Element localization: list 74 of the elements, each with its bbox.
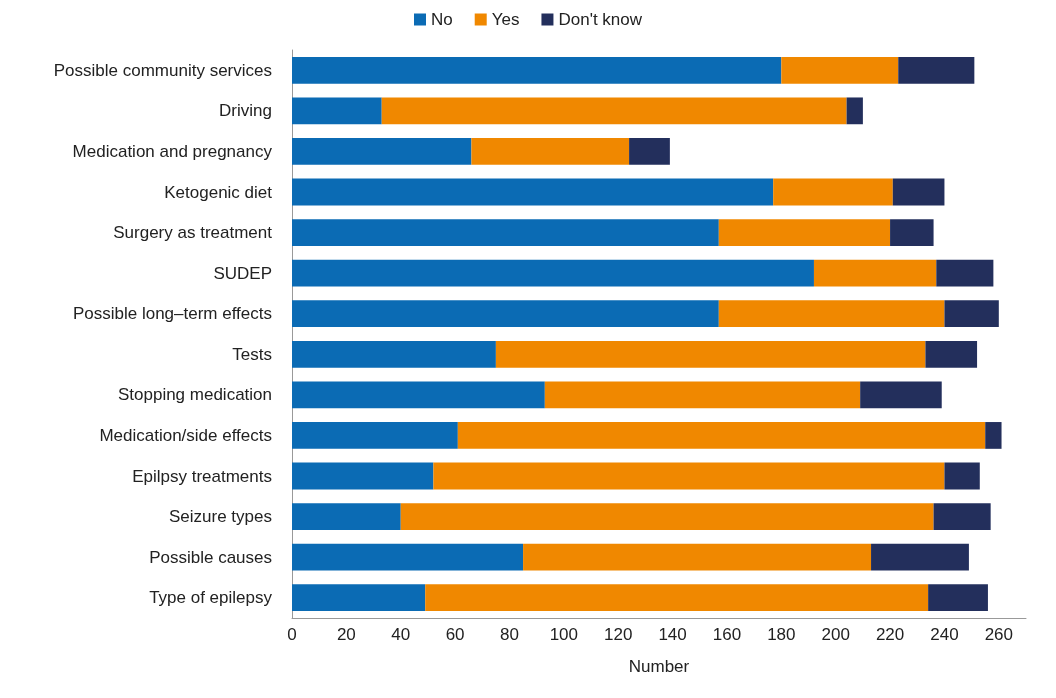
bar [292,462,434,490]
bar [292,138,472,165]
y-tick-label: Ketogenic diet [164,182,273,202]
x-axis-title: Number [628,657,690,676]
bar [495,340,926,368]
bar [292,300,719,328]
bar [433,462,945,490]
bar [813,259,937,287]
x-tick-label: 140 [658,625,687,644]
bar [292,219,719,246]
bar [936,259,994,287]
y-tick-label: Medication and pregnancy [72,141,273,161]
x-tick-label: 120 [604,625,633,644]
bar [457,422,986,449]
bar [928,584,988,612]
x-tick-label: 200 [821,625,850,644]
bar [846,97,863,125]
bar [381,97,847,125]
bar [892,178,945,206]
bar [292,543,524,571]
legend-label: Don't know [558,10,643,29]
y-tick-label: Epilpsy treatments [132,466,272,486]
bar [292,422,458,449]
bar [944,462,980,490]
bar [292,340,496,368]
y-tick-label: SUDEP [213,263,272,283]
bar [629,138,670,165]
bar [292,503,401,530]
bar [718,219,891,246]
legend-label: No [430,10,453,29]
bar [890,219,934,246]
bar [860,381,942,409]
bar [292,56,782,84]
y-tick-label: Tests [232,344,272,364]
bar [292,381,545,409]
bar [292,259,814,287]
y-tick-label: Surgery as treatment [113,223,273,243]
bar [292,97,382,125]
bar [898,56,975,84]
x-tick-label: 260 [984,625,1013,644]
y-tick-label: Possible long–term effects [72,304,272,324]
bar [781,56,899,84]
y-tick-label: Medication/side effects [99,425,272,445]
y-tick-label: Possible causes [149,547,272,567]
x-tick-label: 80 [500,625,519,644]
bar [718,300,945,328]
bar [523,543,872,571]
x-tick-label: 160 [712,625,742,644]
x-tick-label: 100 [549,625,579,644]
bar [400,503,934,530]
y-tick-label: Type of epilepsy [149,588,273,608]
y-tick-label: Seizure types [169,507,272,527]
x-tick-label: 60 [445,625,465,644]
x-tick-label: 240 [930,625,959,644]
bar [933,503,991,530]
x-tick-label: 20 [336,625,356,644]
y-tick-label: Possible community services [53,60,272,80]
x-tick-label: 220 [875,625,905,644]
bar [985,422,1002,449]
y-tick-label: Stopping medication [117,385,272,405]
bar [944,300,999,328]
bar [292,178,774,206]
bar [544,381,861,409]
bar [871,543,969,571]
x-tick-label: 180 [767,625,796,644]
bar [471,138,630,165]
y-tick-label: Driving [219,101,272,121]
bar [292,584,426,612]
legend-label: Yes [491,10,520,29]
x-tick-label: 40 [391,625,411,644]
x-tick-label: 0 [287,625,297,644]
bar [925,340,978,368]
bar [773,178,893,206]
bar [425,584,929,612]
